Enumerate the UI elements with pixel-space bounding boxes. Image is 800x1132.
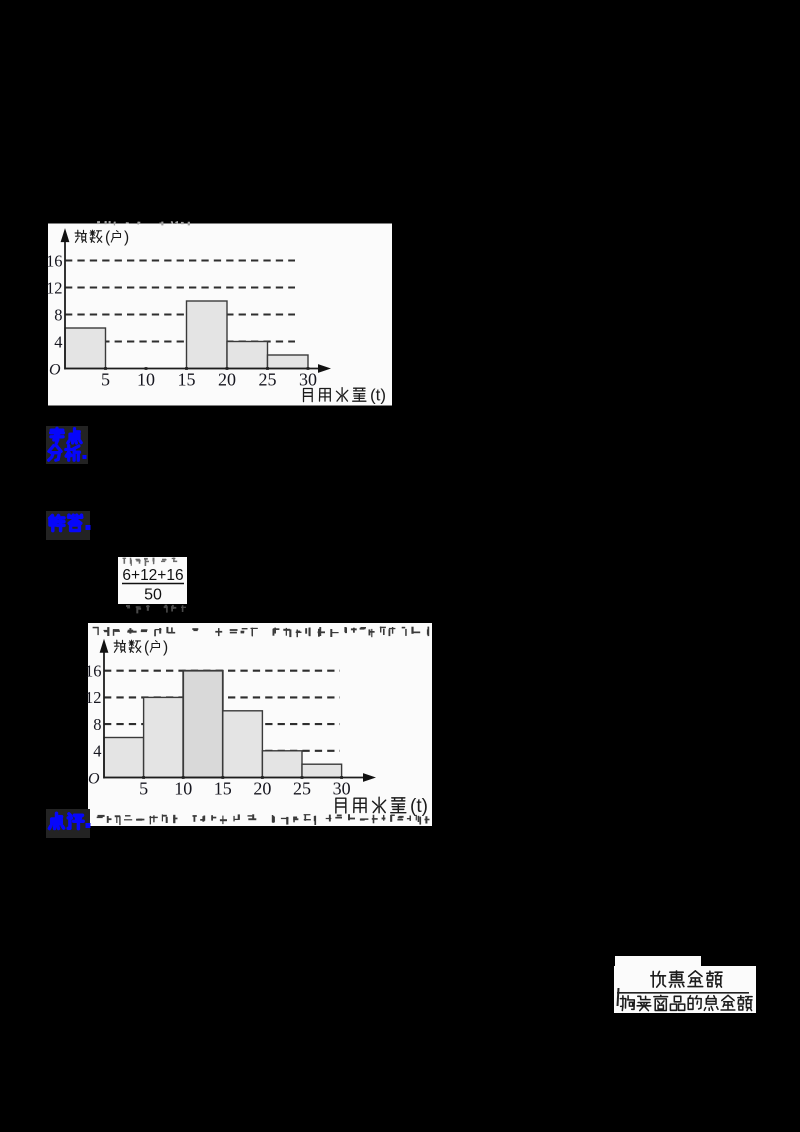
svg-text:10: 10: [174, 779, 192, 799]
svg-text:(t): (t): [410, 796, 428, 817]
svg-text:16: 16: [85, 662, 102, 681]
svg-text:20: 20: [253, 779, 271, 799]
svg-text:25: 25: [259, 370, 277, 390]
svg-text:20: 20: [218, 370, 236, 390]
svg-text:25: 25: [293, 779, 311, 799]
svg-text:16: 16: [46, 251, 63, 270]
svg-text:50: 50: [144, 587, 162, 604]
svg-text:(t): (t): [370, 386, 386, 405]
svg-text:30: 30: [299, 370, 317, 390]
svg-text:O: O: [49, 362, 61, 379]
svg-text:(: (: [144, 639, 150, 656]
svg-text:12: 12: [46, 278, 63, 297]
svg-text:5: 5: [101, 370, 110, 390]
svg-text:8: 8: [93, 715, 101, 734]
svg-text:(: (: [105, 229, 111, 246]
svg-text:6+12+16: 6+12+16: [122, 567, 183, 584]
svg-text:4: 4: [54, 332, 62, 351]
svg-text:12: 12: [85, 688, 102, 707]
svg-text:O: O: [88, 771, 100, 788]
svg-text:30: 30: [333, 779, 351, 799]
svg-text:8: 8: [54, 305, 62, 324]
svg-text:4: 4: [93, 742, 101, 761]
svg-text:): ): [124, 229, 129, 246]
svg-text:5: 5: [139, 779, 148, 799]
svg-text:15: 15: [178, 370, 196, 390]
svg-text:): ): [163, 639, 168, 656]
svg-text:15: 15: [214, 779, 232, 799]
svg-text:10: 10: [137, 370, 155, 390]
